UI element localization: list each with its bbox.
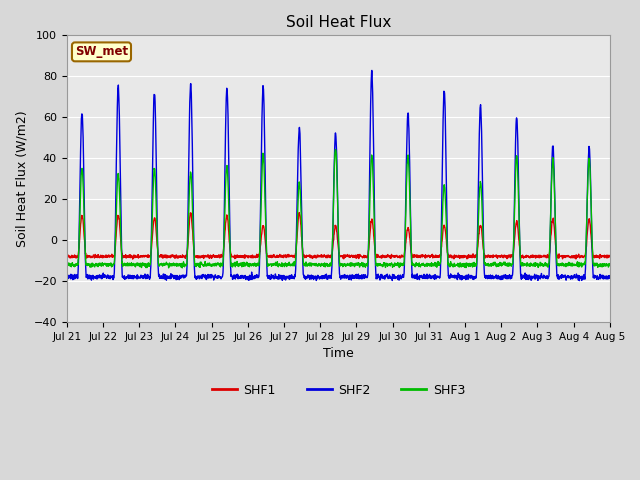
SHF1 [573, 253, 581, 259]
Title: Soil Heat Flux: Soil Heat Flux [285, 15, 391, 30]
Line: SHF1: SHF1 [67, 213, 610, 259]
SHF3 [355, 261, 362, 266]
SHF3 [559, 262, 566, 268]
SHF1 [129, 256, 136, 262]
SHF1 [355, 254, 362, 260]
SHF2 [606, 275, 614, 280]
SHF3 [366, 186, 374, 192]
SHF1 [63, 253, 70, 259]
SHF2 [354, 275, 362, 281]
SHF1 [606, 253, 614, 259]
Y-axis label: Soil Heat Flux (W/m2): Soil Heat Flux (W/m2) [15, 110, 28, 247]
SHF3 [179, 265, 186, 271]
SHF1 [559, 253, 566, 259]
SHF2 [497, 275, 504, 281]
X-axis label: Time: Time [323, 347, 354, 360]
SHF1 [497, 254, 504, 260]
SHF1 [366, 228, 374, 234]
Legend: SHF1, SHF2, SHF3: SHF1, SHF2, SHF3 [207, 379, 470, 402]
SHF2 [63, 276, 70, 281]
SHF3 [606, 262, 614, 267]
SHF3 [332, 147, 339, 153]
SHF3 [214, 260, 222, 266]
SHF2 [214, 273, 222, 279]
SHF1 [296, 210, 303, 216]
SHF2 [573, 274, 581, 280]
SHF2 [575, 278, 583, 284]
SHF2 [558, 272, 566, 278]
SHF1 [214, 252, 222, 258]
SHF3 [497, 262, 504, 267]
SHF3 [573, 259, 581, 264]
SHF2 [368, 68, 376, 73]
SHF3 [63, 262, 70, 267]
Line: SHF2: SHF2 [67, 71, 610, 281]
Text: SW_met: SW_met [75, 46, 128, 59]
Line: SHF3: SHF3 [67, 150, 610, 268]
SHF2 [366, 169, 374, 175]
